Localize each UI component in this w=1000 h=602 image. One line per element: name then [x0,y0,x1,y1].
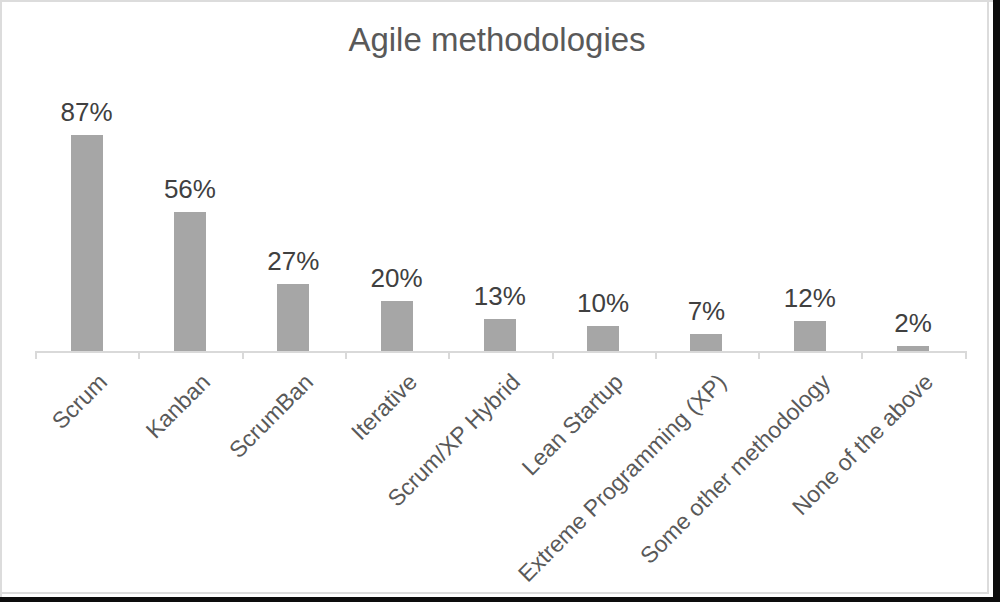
axis-tick [138,351,140,359]
axis-tick [552,351,554,359]
bar-iterative [381,301,413,351]
bar-lean-startup [587,326,619,351]
window-edge-right [993,0,1000,602]
bar-some-other-methodology [794,321,826,351]
frame-hairline-right [987,2,989,594]
x-axis-line [35,351,965,353]
axis-tick [345,351,347,359]
frame-edge-top [0,0,1000,2]
axis-tick [758,351,760,359]
bar-value-label: 7% [646,295,766,327]
bar-kanban [174,212,206,351]
bar-value-label: 12% [750,282,870,314]
bar-value-label: 20% [337,262,457,294]
axis-tick [35,351,37,359]
frame-edge-left [0,0,2,602]
bar-none-of-the-above [897,346,929,351]
bar-value-label: 2% [853,307,973,339]
bar-scrum-xp-hybrid [484,319,516,351]
bar-value-label: 56% [130,173,250,205]
axis-tick [861,351,863,359]
chart-frame: Agile methodologies 87%Scrum56%Kanban27%… [0,0,1000,602]
bar-scrum [71,135,103,351]
axis-tick [242,351,244,359]
chart-title: Agile methodologies [0,18,994,62]
bar-value-label: 13% [440,280,560,312]
bar-value-label: 27% [233,245,353,277]
bar-value-label: 87% [27,96,147,128]
axis-tick [965,351,967,359]
bar-value-label: 10% [543,287,663,319]
bar-extreme-programming-xp [690,334,722,351]
axis-tick [448,351,450,359]
axis-tick [655,351,657,359]
bar-scrumban [277,284,309,351]
